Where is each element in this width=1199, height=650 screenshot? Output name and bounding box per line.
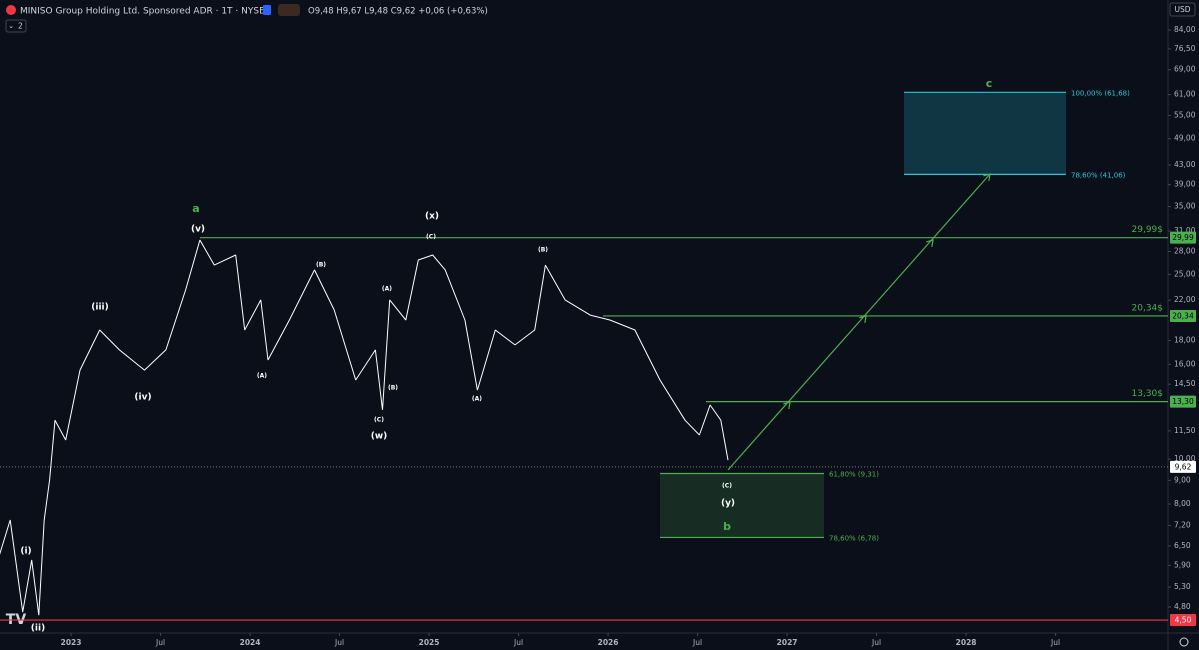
level-label: 20,34$ [1132, 303, 1164, 313]
time-tick-label: 2026 [598, 638, 619, 647]
settings-icon[interactable] [1179, 637, 1189, 647]
wave-label: c [986, 77, 993, 90]
wave-label: (B) [388, 385, 398, 392]
currency-label[interactable]: USD [1174, 5, 1190, 14]
wave-label: (y) [721, 499, 735, 509]
time-tick-label: 2023 [61, 638, 82, 647]
fib-label: 78,60% (41,06) [1071, 171, 1126, 179]
wave-label: (C) [426, 234, 436, 241]
price-tick-label: 8,00 [1174, 499, 1191, 508]
price-tick-label: 18,00 [1174, 336, 1196, 345]
wave-label: (C) [374, 417, 384, 424]
wave-label: (C) [722, 483, 732, 490]
price-tick-label: 9,00 [1174, 475, 1191, 484]
price-tick-label: 22,00 [1174, 295, 1196, 304]
wave-label: (iv) [134, 393, 151, 403]
price-tick-label: 61,00 [1174, 90, 1196, 99]
price-badge [1170, 460, 1196, 473]
wave-label: (A) [472, 396, 482, 403]
price-tick-label: 5,30 [1174, 582, 1191, 591]
fib-zone [660, 473, 824, 538]
price-tick-label: 11,50 [1174, 426, 1196, 435]
wave-label: (B) [538, 247, 548, 254]
price-tick-label: 69,00 [1174, 65, 1196, 74]
wave-label: (i) [20, 547, 31, 557]
ohlc-values: O9,48 H9,67 L9,48 C9,62 +0,06 (+0,63%) [308, 7, 488, 17]
price-badge-label: 20,34 [1172, 311, 1194, 320]
chevron[interactable]: ⌄ [8, 22, 14, 30]
price-tick-label: 7,20 [1174, 520, 1191, 529]
wave-label: (A) [257, 373, 267, 380]
time-tick-label: 2025 [419, 638, 440, 647]
price-badge-label: 9,62 [1175, 462, 1192, 471]
fib-zone [904, 92, 1066, 175]
fib-label: 61,80% (9,31) [829, 470, 879, 478]
wave-label: (v) [191, 225, 205, 235]
price-badge-label: 29,99 [1172, 233, 1194, 242]
projection-arrowhead [983, 173, 991, 182]
time-tick-label: 2024 [240, 638, 261, 647]
projection-arrowhead [859, 315, 867, 324]
time-tick-label: 2027 [777, 638, 798, 647]
currency-button[interactable] [1169, 2, 1196, 17]
price-tick-label: 31,00 [1174, 226, 1196, 235]
price-tick-label: 35,00 [1174, 202, 1196, 211]
price-tick-label: 84,00 [1174, 25, 1196, 34]
level-label: 29,99$ [1132, 225, 1164, 235]
price-tick-label: 10,00 [1174, 454, 1196, 463]
time-tick-label: Jul [1050, 638, 1060, 647]
wave-label: b [723, 520, 731, 533]
price-badge [1170, 309, 1196, 322]
price-tick-label: 76,50 [1174, 44, 1196, 53]
level-label: 13,30$ [1132, 389, 1164, 399]
indicator-toggle[interactable] [5, 19, 27, 33]
fib-label: 100,00% (61,68) [1071, 89, 1130, 97]
price-badge [1170, 614, 1196, 627]
projection-line [727, 173, 991, 471]
price-tick-label: 25,00 [1174, 269, 1196, 278]
wave-label: a [192, 202, 199, 215]
indicator-count[interactable]: 2 [18, 22, 23, 31]
symbol-logo [6, 5, 16, 15]
time-tick-label: Jul [334, 638, 344, 647]
price-tick-label: 28,00 [1174, 247, 1196, 256]
wave-label: (ii) [31, 624, 45, 634]
time-tick-label: Jul [155, 638, 165, 647]
time-tick-label: Jul [513, 638, 523, 647]
symbol-title: MINISO Group Holding Ltd. Sponsored ADR … [20, 7, 265, 17]
projection-arrowhead [926, 239, 934, 248]
wave-label: (B) [316, 262, 326, 269]
wave-label: (A) [382, 286, 392, 293]
price-tick-label: 49,00 [1174, 134, 1196, 143]
wave-label: (w) [371, 432, 388, 442]
flag-icon[interactable] [263, 5, 271, 15]
wave-label: (iii) [91, 303, 108, 313]
price-tick-label: 6,50 [1174, 541, 1191, 550]
price-badge [1170, 231, 1196, 244]
price-tick-label: 14,50 [1174, 379, 1196, 388]
time-tick-label: 2028 [956, 638, 977, 647]
price-tick-label: 55,00 [1174, 110, 1196, 119]
time-tick-label: Jul [871, 638, 881, 647]
price-badge-label: 13,30 [1172, 397, 1194, 406]
session-icon[interactable] [278, 4, 300, 16]
price-tick-label: 5,90 [1174, 560, 1191, 569]
price-line [0, 239, 729, 616]
price-badge [1170, 395, 1196, 408]
fib-label: 78,60% (6,78) [829, 534, 879, 542]
price-tick-label: 43,00 [1174, 160, 1196, 169]
wave-label: (x) [425, 212, 439, 222]
price-tick-label: 39,00 [1174, 180, 1196, 189]
price-tick-label: 4,80 [1174, 602, 1191, 611]
price-badge-label: 4,50 [1175, 616, 1192, 625]
time-tick-label: Jul [692, 638, 702, 647]
price-tick-label: 16,00 [1174, 359, 1196, 368]
projection-arrowhead [783, 401, 791, 410]
